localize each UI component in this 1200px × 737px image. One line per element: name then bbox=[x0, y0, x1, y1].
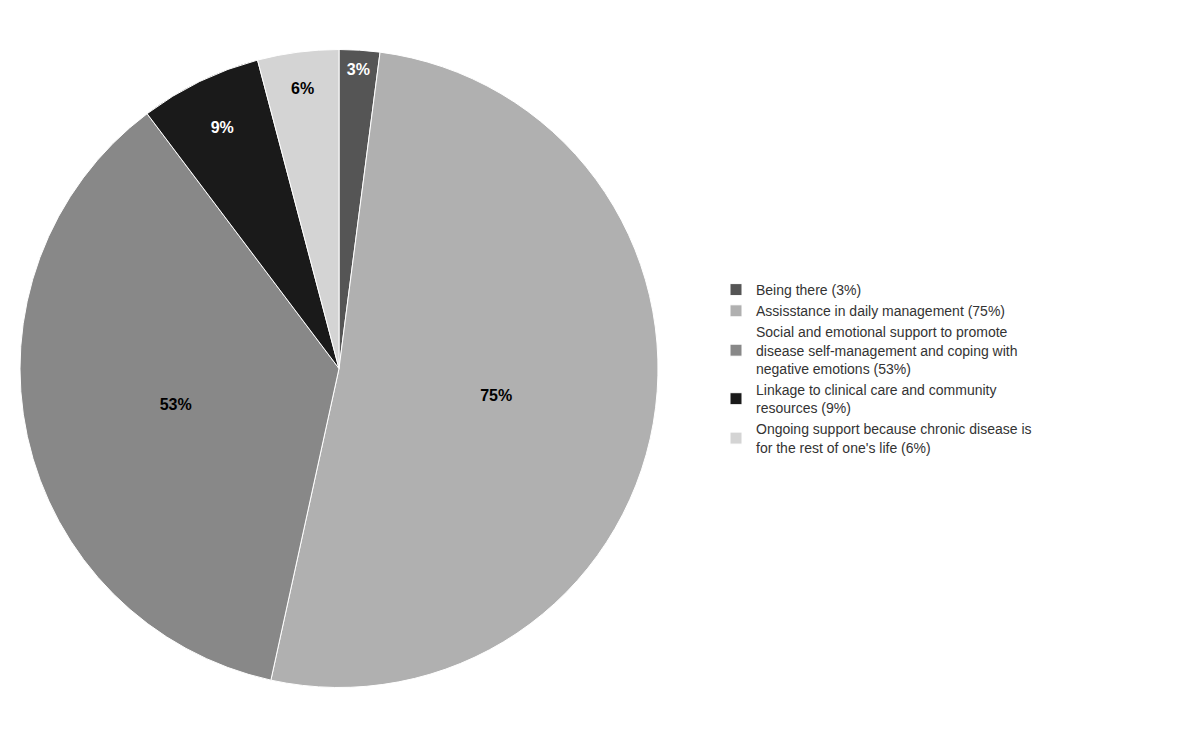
svg-text:53%: 53% bbox=[160, 396, 192, 413]
svg-text:Social and emotional support t: Social and emotional support to promoted… bbox=[756, 324, 1018, 376]
svg-text:Assisstance in daily managemen: Assisstance in daily management (75%) bbox=[756, 303, 1005, 319]
svg-text:Linkage to clinical care and c: Linkage to clinical care and communityre… bbox=[756, 382, 996, 416]
svg-text:3%: 3% bbox=[347, 61, 370, 78]
svg-text:9%: 9% bbox=[211, 119, 234, 136]
svg-text:75%: 75% bbox=[480, 387, 512, 404]
svg-text:Being there (3%): Being there (3%) bbox=[756, 282, 861, 298]
svg-text:Ongoing support because chroni: Ongoing support because chronic disease … bbox=[756, 421, 1032, 455]
svg-text:6%: 6% bbox=[291, 80, 314, 97]
